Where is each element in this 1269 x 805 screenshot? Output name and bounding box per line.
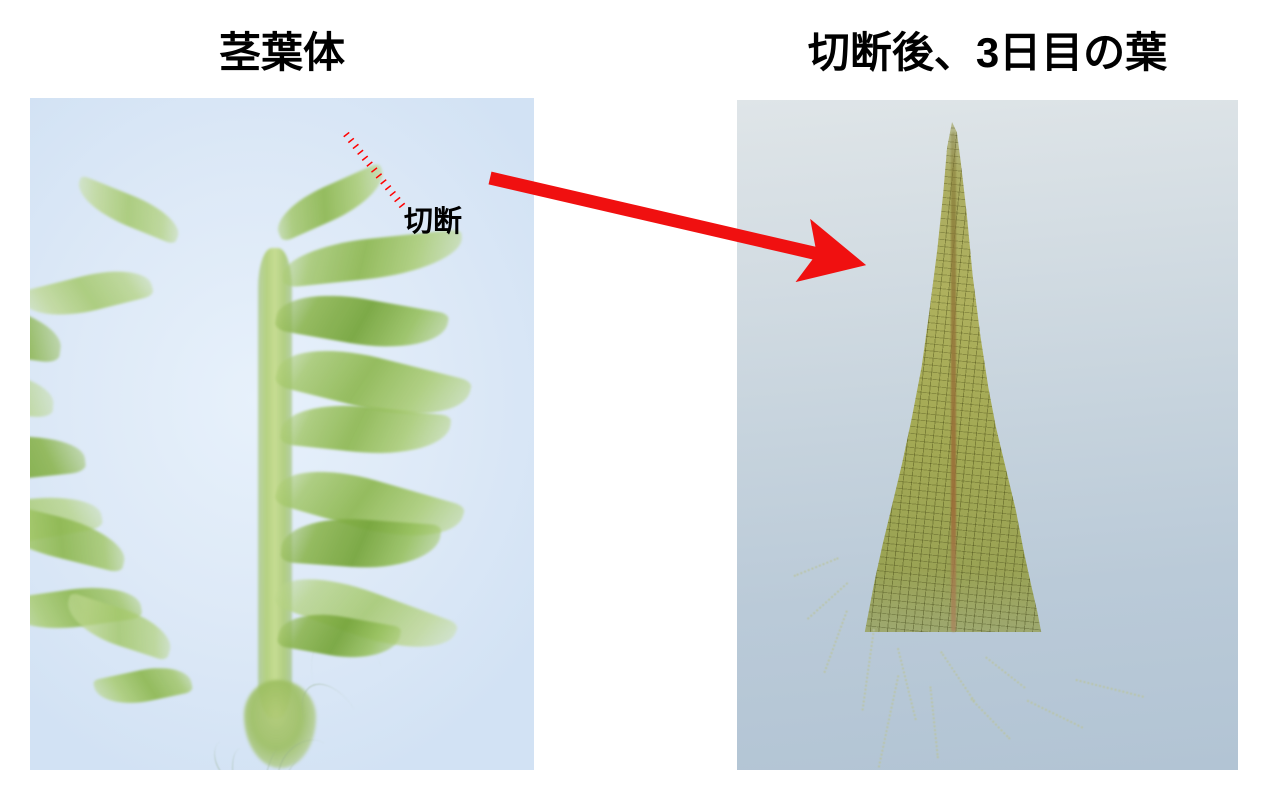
micrograph-right-regenerating-leaf: 0.2 mm <box>737 100 1238 770</box>
panel-title-right: 切断後、3日目の葉 <box>807 29 1168 76</box>
micrograph-left-gametophore: 1 mm <box>30 98 534 770</box>
moss-base <box>244 680 316 768</box>
moss-leaf <box>280 514 442 573</box>
protonema-filament <box>1075 572 1171 698</box>
moss-leaf <box>92 660 194 712</box>
cut-annotation-label: 切断 <box>404 206 463 238</box>
moss-leaf <box>269 162 393 243</box>
moss-leaf <box>30 354 56 418</box>
moss-leaf <box>30 260 155 327</box>
moss-leaf <box>30 428 87 492</box>
leaf-costa-midrib <box>951 132 957 632</box>
detached-leaf <box>855 122 1051 632</box>
panel-title-left: 茎葉体 <box>218 29 345 76</box>
moss-leaf <box>70 175 186 245</box>
moss-leaf <box>274 284 450 360</box>
